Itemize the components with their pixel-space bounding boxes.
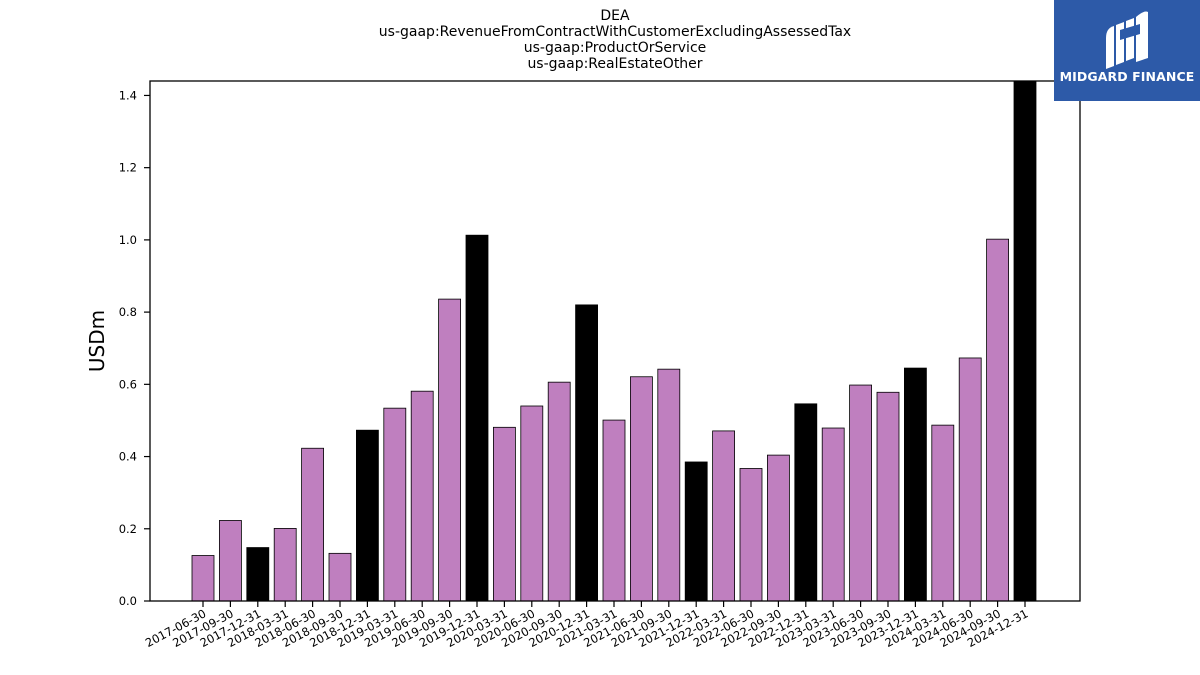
bar-2021-03-31 <box>602 419 626 602</box>
y-axis-label: USDm <box>85 310 109 372</box>
bar-2018-09-30 <box>328 552 352 602</box>
bar-2020-06-30 <box>520 405 544 602</box>
brand-logo: MIDGARD FINANCE <box>1054 0 1200 101</box>
bar-series <box>191 80 1037 602</box>
bar-2023-03-31 <box>821 427 845 602</box>
title-line-2: us-gaap:RevenueFromContractWithCustomerE… <box>379 24 851 40</box>
bar-2024-12-31 <box>1013 80 1037 602</box>
bar-2022-06-30 <box>739 468 763 602</box>
y-tick-label: 1.4 <box>119 88 137 102</box>
bar-2022-03-31 <box>712 430 735 602</box>
bar-2023-12-31 <box>904 367 927 602</box>
bar-2022-12-31 <box>794 403 818 602</box>
y-tick-label: 0.2 <box>119 522 137 536</box>
y-tick-label: 0.4 <box>119 450 137 464</box>
bar-2021-09-30 <box>657 368 681 602</box>
bar-2017-12-31 <box>246 547 270 602</box>
title-line-3: us-gaap:ProductOrService <box>524 40 707 56</box>
bar-2022-09-30 <box>767 454 790 602</box>
y-tick-label: 0.0 <box>119 594 137 608</box>
bar-2019-12-31 <box>465 234 489 602</box>
title-line-4: us-gaap:RealEstateOther <box>527 56 702 72</box>
title-line-1: DEA <box>600 8 630 24</box>
x-axis: 2017-06-302017-09-302017-12-312018-03-31… <box>143 601 1030 650</box>
y-tick-label: 1.0 <box>119 233 137 247</box>
y-axis: 0.0 0.2 0.4 0.6 0.8 1.0 1.2 1.4 <box>119 88 150 608</box>
bar-2024-06-30 <box>958 357 982 602</box>
bar-2023-06-30 <box>849 384 872 602</box>
y-tick-label: 0.6 <box>119 377 137 391</box>
chart-title: DEA us-gaap:RevenueFromContractWithCusto… <box>379 8 851 72</box>
bar-2020-12-31 <box>575 304 598 602</box>
bar-2020-09-30 <box>547 381 571 602</box>
y-tick-label: 1.2 <box>119 161 137 175</box>
bar-2018-12-31 <box>355 429 379 602</box>
bar-2018-03-31 <box>273 528 297 602</box>
bar-2017-06-30 <box>191 555 215 602</box>
bar-2019-06-30 <box>410 390 434 602</box>
bar-2023-09-30 <box>876 391 900 602</box>
y-tick-label: 0.8 <box>119 305 137 319</box>
plot-frame <box>149 80 1081 602</box>
bar-2019-09-30 <box>438 298 462 602</box>
bar-2017-09-30 <box>218 520 242 602</box>
bar-2024-09-30 <box>986 238 1009 602</box>
bar-2021-06-30 <box>630 376 653 602</box>
bar-2021-12-31 <box>684 461 708 602</box>
bar-2020-03-31 <box>492 426 516 602</box>
midgard-logo-icon <box>1106 11 1148 69</box>
bar-2024-03-31 <box>931 424 955 602</box>
bar-2019-03-31 <box>383 407 407 602</box>
bar-2018-06-30 <box>301 447 325 602</box>
logo-text: MIDGARD FINANCE <box>1059 69 1195 84</box>
